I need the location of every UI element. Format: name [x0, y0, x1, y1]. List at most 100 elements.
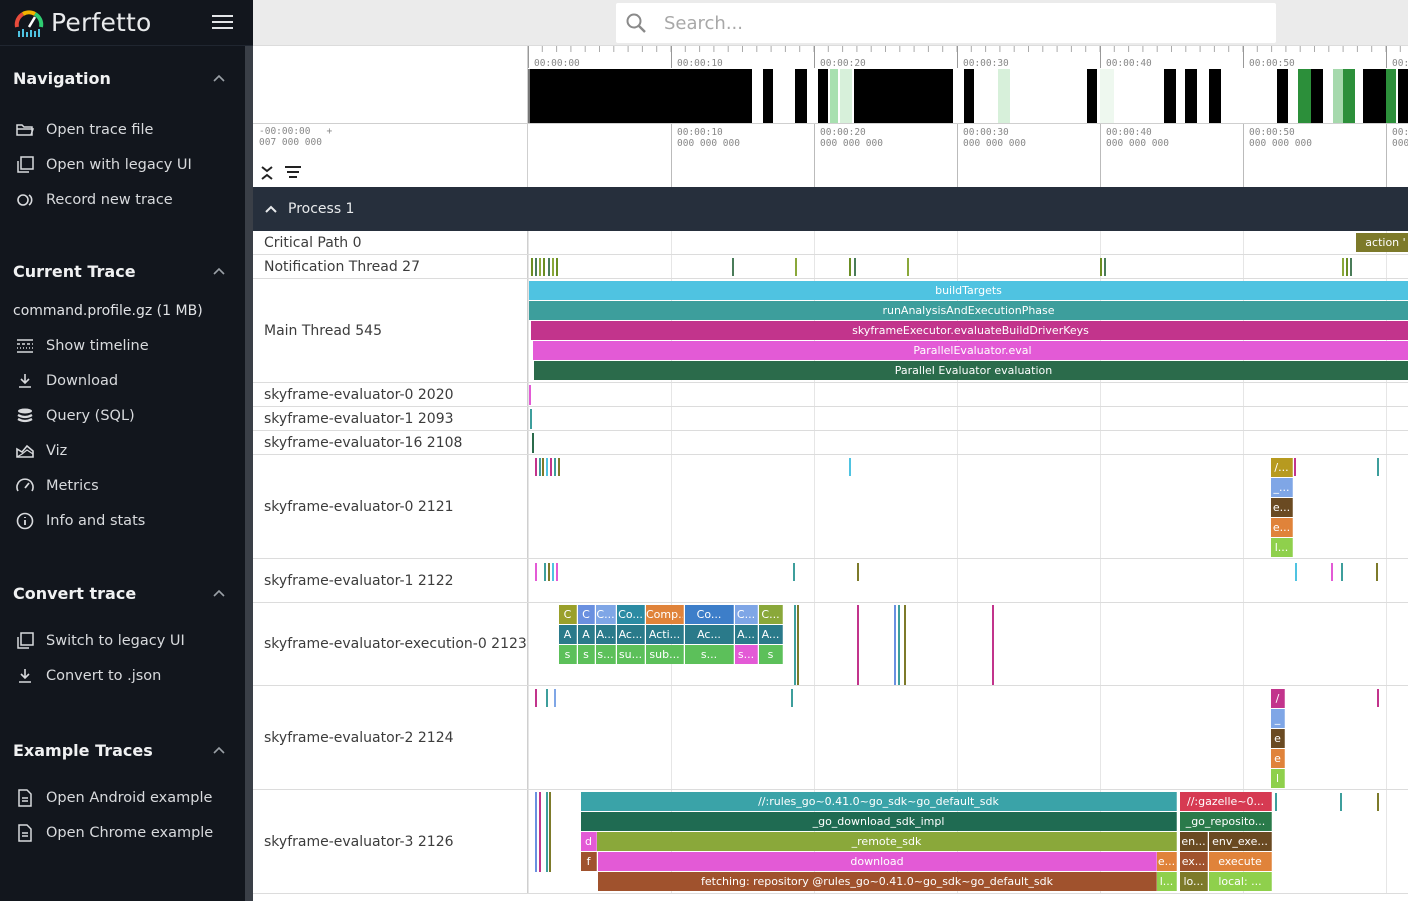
track-content[interactable]: //:rules_go~0.41.0~go_sdk~go_default_sdk…	[528, 790, 1408, 893]
slice-marker[interactable]	[1331, 563, 1333, 581]
slice[interactable]: e...	[1157, 852, 1177, 871]
slice-marker[interactable]	[546, 792, 548, 872]
slice-marker[interactable]	[549, 792, 551, 872]
slice-marker[interactable]	[539, 258, 541, 276]
track-content[interactable]	[528, 407, 1408, 430]
slice[interactable]: s	[759, 645, 783, 664]
slice-marker[interactable]	[542, 458, 544, 476]
sidebar-item-open-trace-file[interactable]: Open trace file	[0, 112, 245, 147]
slice-marker[interactable]	[1342, 258, 1344, 276]
slice-marker[interactable]	[907, 258, 909, 276]
slice[interactable]: s	[578, 645, 595, 664]
slice-marker[interactable]	[797, 605, 799, 685]
slice-marker[interactable]	[857, 563, 859, 581]
slice-marker[interactable]	[535, 792, 537, 872]
slice-marker[interactable]	[904, 605, 906, 685]
sidebar-item-record-new-trace[interactable]: Record new trace	[0, 182, 245, 217]
slice-marker[interactable]	[1341, 563, 1343, 581]
slice-marker[interactable]	[898, 605, 900, 685]
process-group-header[interactable]: Process 1	[253, 187, 1408, 231]
slice-marker[interactable]	[1376, 563, 1378, 581]
track-row[interactable]: Main Thread 545 buildTargets runAnalysisAn…	[253, 279, 1408, 383]
slice-marker[interactable]	[544, 563, 546, 581]
search-box[interactable]	[616, 3, 1276, 43]
slice-marker[interactable]	[543, 258, 545, 276]
slice[interactable]: action '	[1356, 233, 1408, 252]
slice-marker[interactable]	[1377, 793, 1379, 811]
slice[interactable]: skyframeExecutor.evaluateBuildDriverKeys	[531, 321, 1408, 340]
slice[interactable]: e...	[1271, 498, 1293, 517]
slice-marker[interactable]	[795, 258, 797, 276]
track-row[interactable]: skyframe-evaluator-16 2108	[253, 431, 1408, 455]
slice-marker[interactable]	[535, 258, 537, 276]
slice[interactable]: d	[581, 832, 597, 851]
slice[interactable]: ParallelEvaluator.eval	[533, 341, 1408, 360]
sidebar-scrollbar[interactable]	[245, 46, 253, 901]
slice[interactable]: //:rules_go~0.41.0~go_sdk~go_default_sdk	[581, 792, 1177, 811]
track-content[interactable]	[528, 383, 1408, 406]
slice-marker[interactable]	[546, 689, 548, 707]
chevron-up-icon[interactable]	[213, 74, 225, 82]
slice-marker[interactable]	[539, 458, 541, 476]
slice-marker[interactable]	[535, 689, 537, 707]
slice-marker[interactable]	[554, 689, 556, 707]
slice[interactable]: execute	[1209, 852, 1272, 871]
slice-marker[interactable]	[532, 433, 534, 453]
sidebar-item-convert-json[interactable]: Convert to .json	[0, 658, 245, 693]
slice[interactable]: A	[578, 625, 595, 644]
slice[interactable]: A...	[596, 625, 616, 644]
track-content[interactable]	[528, 559, 1408, 602]
track-row[interactable]: Notification Thread 27	[253, 255, 1408, 279]
slice[interactable]: buildTargets	[529, 281, 1408, 300]
slice[interactable]: C	[559, 605, 577, 624]
chevron-up-icon[interactable]	[213, 589, 225, 597]
slice-marker[interactable]	[548, 563, 550, 581]
slice[interactable]: Ac...	[685, 625, 734, 644]
slice-marker[interactable]	[1294, 458, 1296, 476]
slice-marker[interactable]	[1295, 563, 1297, 581]
track-row[interactable]: Critical Path 0 action '	[253, 231, 1408, 255]
track-content[interactable]: / _ e e l	[528, 686, 1408, 789]
slice-marker[interactable]	[529, 385, 531, 405]
slice[interactable]: local: ...	[1209, 872, 1272, 891]
slice-marker[interactable]	[1346, 258, 1348, 276]
slice-marker[interactable]	[535, 563, 537, 581]
track-row[interactable]: skyframe-evaluator-0 2020	[253, 383, 1408, 407]
slice-marker[interactable]	[554, 458, 556, 476]
sidebar-item-viz[interactable]: Viz	[0, 433, 245, 468]
slice[interactable]: _go_reposito...	[1180, 812, 1272, 831]
slice[interactable]: ex...	[1180, 852, 1208, 871]
slice-marker[interactable]	[992, 605, 994, 685]
slice[interactable]: Acti...	[646, 625, 684, 644]
menu-icon[interactable]	[212, 15, 236, 33]
slice[interactable]: Parallel Evaluator evaluation	[534, 361, 1408, 380]
slice[interactable]: /...	[1271, 458, 1293, 477]
slice[interactable]: A	[559, 625, 577, 644]
slice-marker[interactable]	[535, 458, 537, 476]
slice-marker[interactable]	[531, 258, 533, 276]
slice[interactable]: _remote_sdk	[597, 832, 1177, 851]
chevron-up-icon[interactable]	[213, 267, 225, 275]
track-row[interactable]: skyframe-evaluator-1 2122	[253, 559, 1408, 603]
slice[interactable]: env_exe...	[1209, 832, 1272, 851]
slice[interactable]: _go_download_sdk_impl	[581, 812, 1177, 831]
slice[interactable]: s	[559, 645, 577, 664]
slice-marker[interactable]	[546, 458, 548, 476]
track-content[interactable]: CAsCAsC...A...s...Co...Ac...su...Comp...…	[528, 603, 1408, 685]
slice-marker[interactable]	[550, 458, 552, 476]
slice[interactable]: runAnalysisAndExecutionPhase	[529, 301, 1408, 320]
track-row[interactable]: skyframe-evaluator-1 2093	[253, 407, 1408, 431]
slice[interactable]: //:gazelle~0...	[1180, 792, 1272, 811]
slice[interactable]: Ac...	[617, 625, 645, 644]
slice[interactable]: s...	[685, 645, 734, 664]
slice-marker[interactable]	[793, 563, 795, 581]
track-content[interactable]: buildTargets runAnalysisAndExecutionPhase…	[528, 279, 1408, 382]
chevron-up-icon[interactable]	[264, 204, 278, 214]
section-title-current-trace[interactable]: Current Trace	[0, 255, 245, 287]
slice[interactable]: lo...	[1180, 872, 1208, 891]
sidebar-item-open-legacy-ui[interactable]: Open with legacy UI	[0, 147, 245, 182]
slice[interactable]: e	[1271, 749, 1285, 768]
sidebar-item-query-sql[interactable]: Query (SQL)	[0, 398, 245, 433]
sidebar-item-metrics[interactable]: Metrics	[0, 468, 245, 503]
slice[interactable]: sub...	[646, 645, 684, 664]
